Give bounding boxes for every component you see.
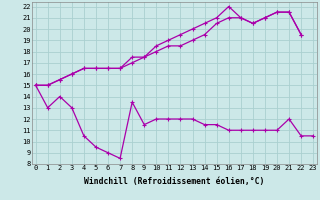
X-axis label: Windchill (Refroidissement éolien,°C): Windchill (Refroidissement éolien,°C) [84, 177, 265, 186]
